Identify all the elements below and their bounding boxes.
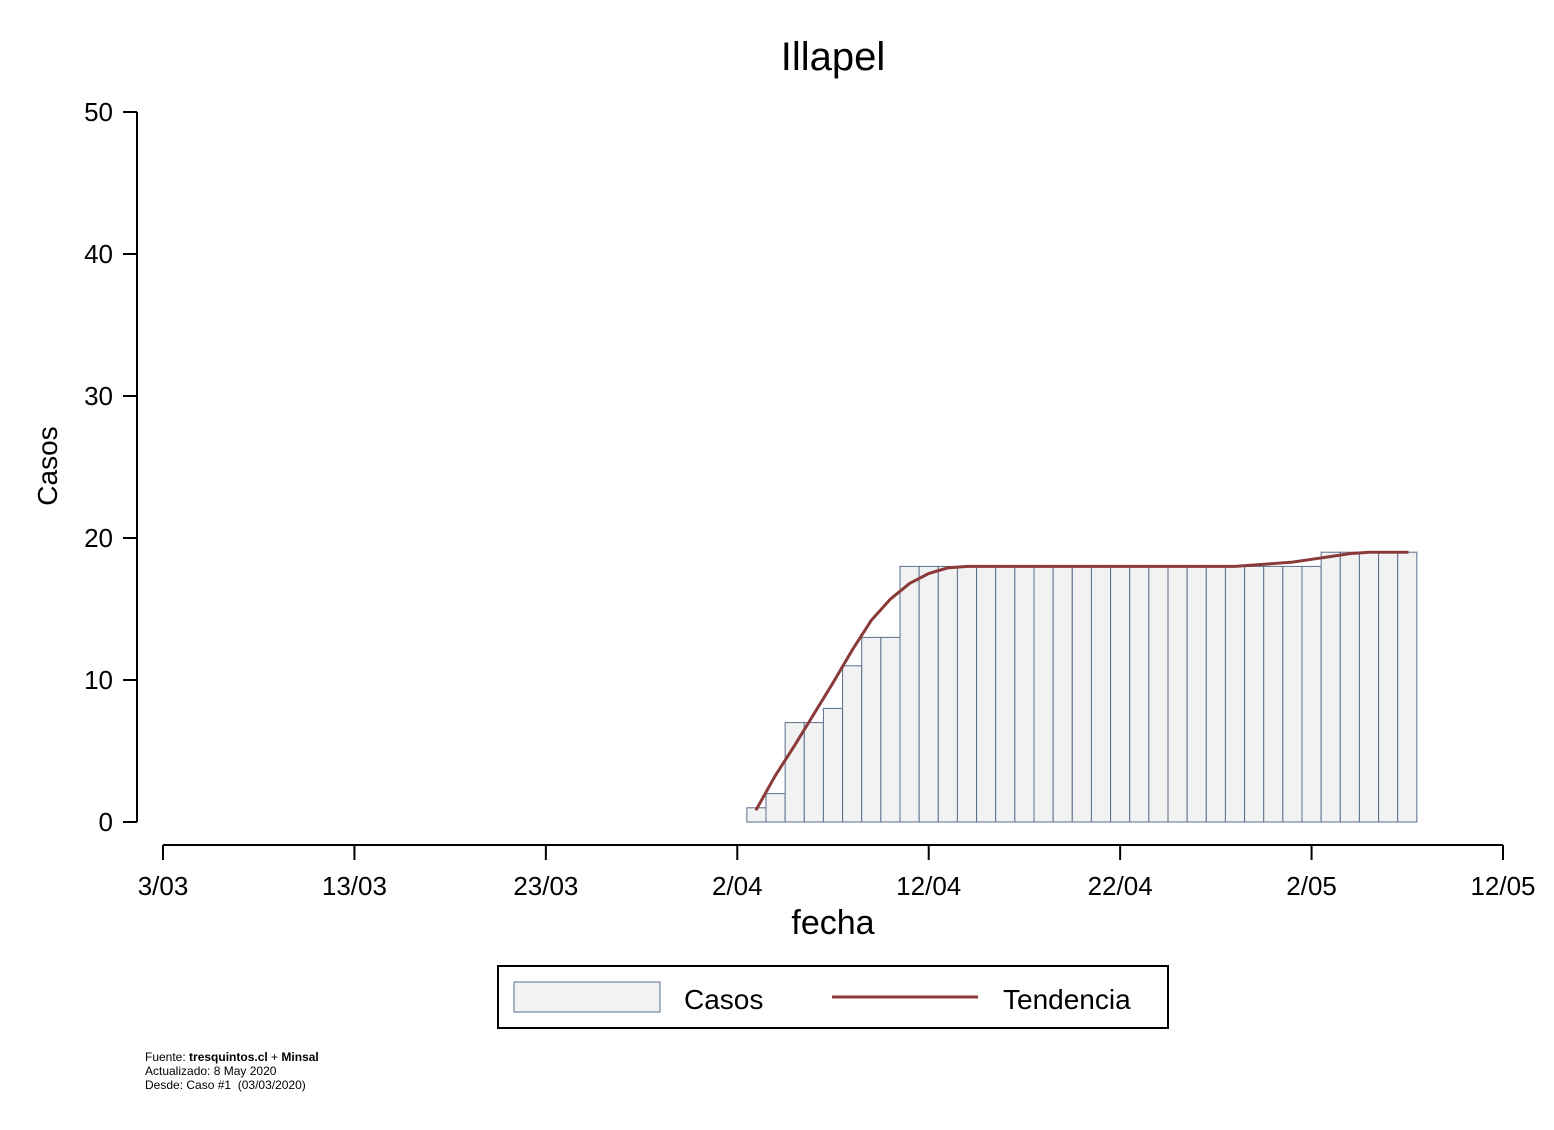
footer-source-prefix: Fuente: bbox=[145, 1050, 190, 1064]
x-tick-label: 23/03 bbox=[513, 871, 578, 901]
bar bbox=[1301, 565, 1322, 823]
bar bbox=[1186, 565, 1207, 823]
chart-title: Illapel bbox=[781, 35, 886, 79]
bar bbox=[822, 707, 844, 823]
legend-label-casos: Casos bbox=[684, 984, 763, 1015]
y-tick-label: 10 bbox=[84, 665, 113, 695]
footer-updated: Actualizado: 8 May 2020 bbox=[145, 1064, 277, 1078]
footer: Fuente: tresquintos.cl + Minsal Actualiz… bbox=[145, 1050, 319, 1092]
bar bbox=[765, 793, 786, 823]
bar bbox=[976, 565, 997, 823]
x-tick-label: 22/04 bbox=[1088, 871, 1153, 901]
bar bbox=[1339, 551, 1360, 823]
bar bbox=[1397, 551, 1418, 823]
footer-since: Desde: Caso #1 (03/03/2020) bbox=[145, 1078, 306, 1092]
bars-series bbox=[746, 551, 1418, 823]
footer-source-org: Minsal bbox=[281, 1050, 319, 1064]
legend: Casos Tendencia bbox=[497, 965, 1169, 1029]
trend-series bbox=[754, 550, 1409, 811]
footer-source-site: tresquintos.cl bbox=[189, 1050, 268, 1064]
x-tick-label: 12/04 bbox=[896, 871, 961, 901]
bar bbox=[1148, 565, 1169, 823]
y-axis: 0 10 20 30 40 50 bbox=[84, 97, 138, 837]
footer-source: Fuente: tresquintos.cl + Minsal bbox=[145, 1050, 319, 1064]
bar bbox=[1110, 565, 1131, 823]
x-tick-label: 13/03 bbox=[322, 871, 387, 901]
x-tick-label: 2/05 bbox=[1286, 871, 1337, 901]
x-axis: 3/03 13/03 23/03 2/04 12/04 22/04 2/05 12/05 bbox=[138, 844, 1536, 901]
x-tick-label: 2/04 bbox=[712, 871, 763, 901]
y-tick-label: 40 bbox=[84, 239, 113, 269]
y-tick-label: 30 bbox=[84, 381, 113, 411]
bar bbox=[956, 565, 978, 823]
bar bbox=[1263, 565, 1284, 823]
y-tick-label: 20 bbox=[84, 523, 113, 553]
bar bbox=[1378, 551, 1399, 823]
bar bbox=[918, 565, 939, 823]
y-tick-label: 0 bbox=[99, 807, 113, 837]
bar bbox=[1071, 565, 1092, 823]
bar bbox=[937, 565, 958, 823]
bar bbox=[1244, 565, 1265, 823]
bar bbox=[899, 565, 920, 823]
bar bbox=[1205, 565, 1226, 823]
bar bbox=[1320, 551, 1341, 823]
trend-line bbox=[754, 550, 1409, 811]
x-axis-title: fecha bbox=[791, 904, 874, 942]
y-axis-title: Casos bbox=[32, 426, 63, 505]
bar bbox=[861, 636, 882, 823]
bar bbox=[1167, 565, 1188, 823]
bar bbox=[1014, 565, 1035, 823]
legend-label-tendencia: Tendencia bbox=[1003, 984, 1131, 1015]
bar bbox=[1358, 551, 1380, 823]
bar bbox=[803, 722, 824, 823]
bar bbox=[1224, 565, 1246, 823]
y-tick-label: 50 bbox=[84, 97, 113, 127]
bar bbox=[842, 665, 863, 823]
legend-swatch-casos bbox=[513, 981, 661, 1013]
bar bbox=[784, 722, 805, 823]
bar bbox=[1129, 565, 1150, 823]
bar bbox=[1033, 565, 1054, 823]
x-tick-label: 12/05 bbox=[1470, 871, 1535, 901]
bar bbox=[1052, 565, 1073, 823]
bar bbox=[1282, 565, 1303, 823]
footer-source-sep: + bbox=[267, 1050, 282, 1064]
bar bbox=[880, 636, 901, 823]
bar bbox=[1090, 565, 1112, 823]
bar bbox=[995, 565, 1016, 823]
x-tick-label: 3/03 bbox=[138, 871, 189, 901]
